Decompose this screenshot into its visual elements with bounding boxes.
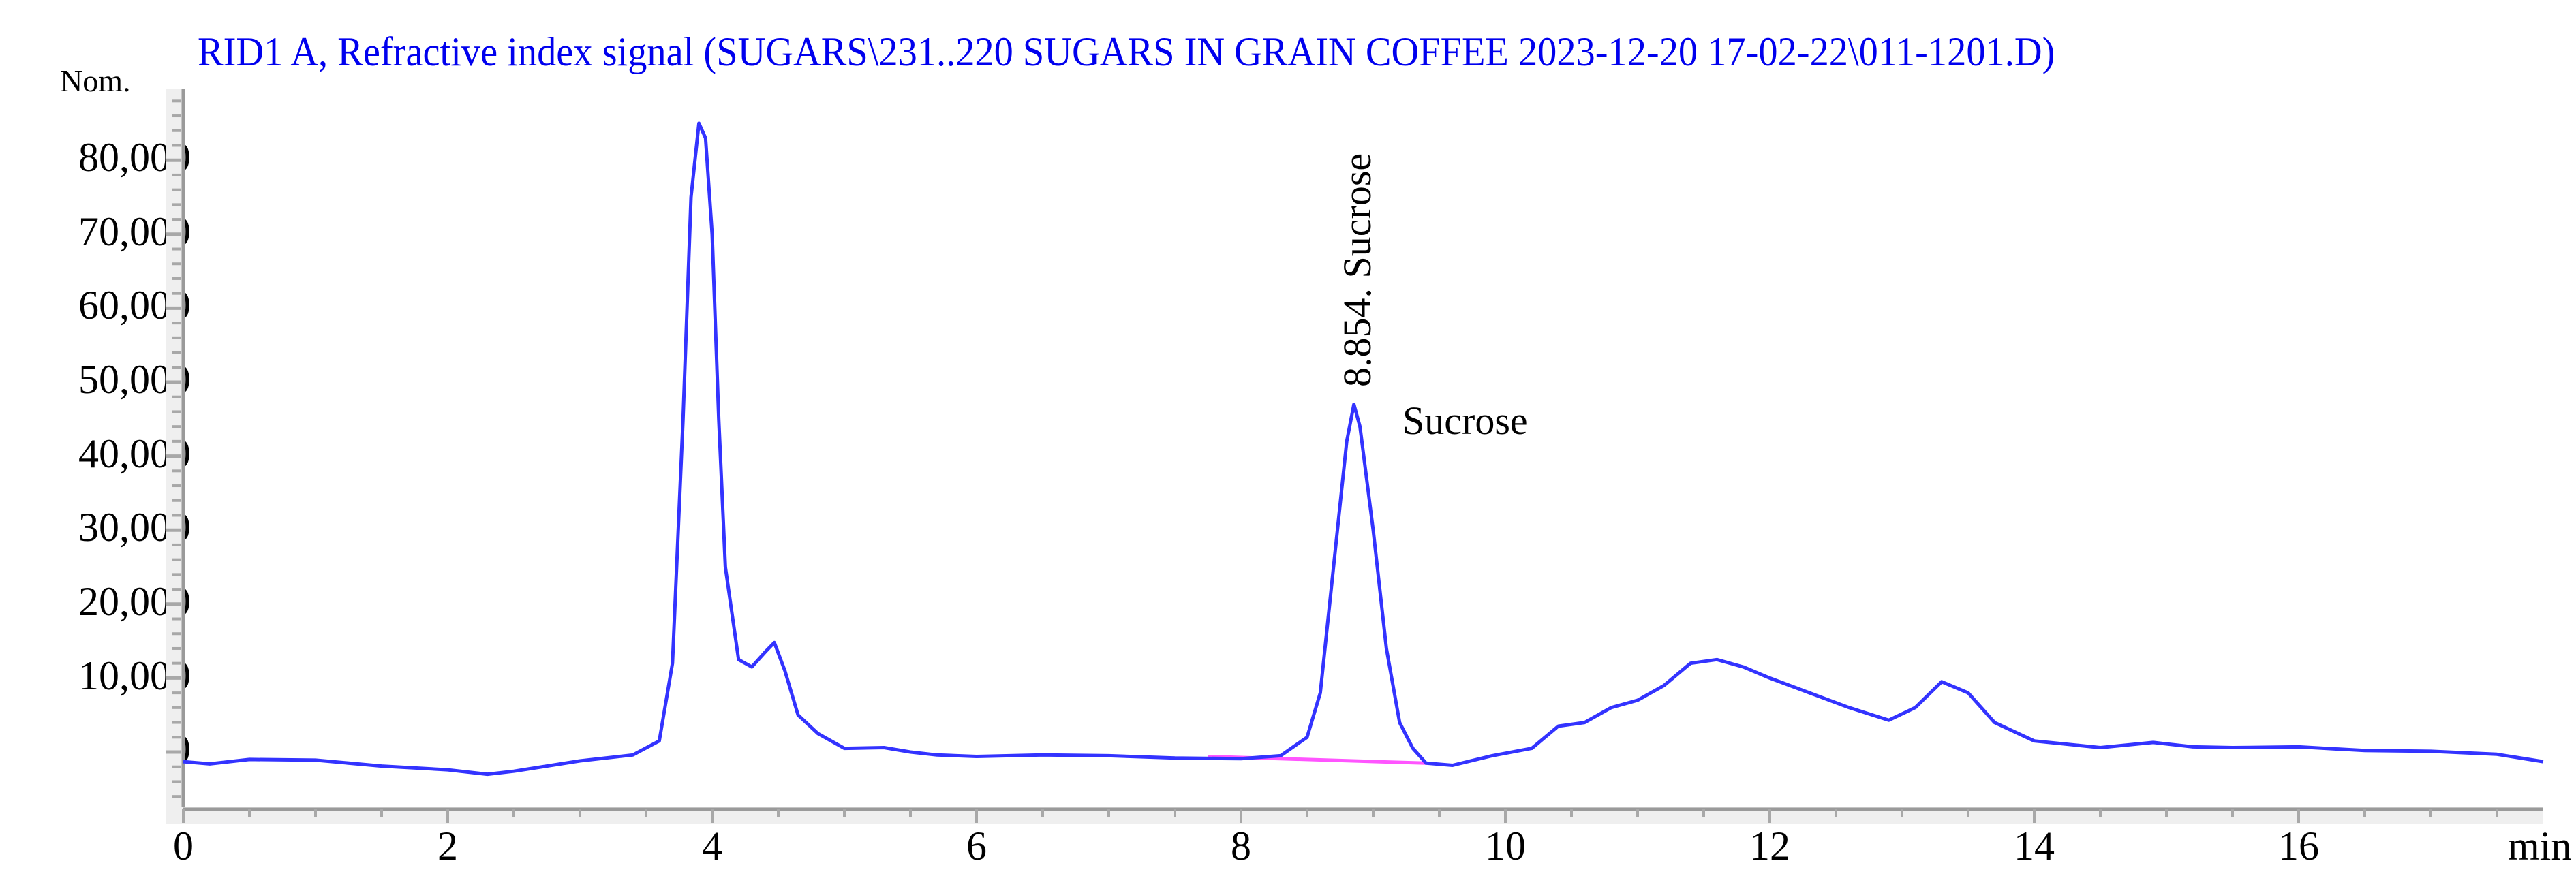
x-tick-label: 10 bbox=[1485, 824, 1526, 869]
compound-label: Sucrose bbox=[1402, 398, 1528, 443]
x-tick-label: 14 bbox=[2014, 824, 2055, 869]
x-tick-label: 12 bbox=[1749, 824, 1790, 869]
axes bbox=[166, 89, 2543, 824]
x-tick-label: 4 bbox=[702, 824, 722, 869]
chart-title: RID1 A, Refractive index signal (SUGARS\… bbox=[198, 29, 2055, 74]
x-tick-label: 16 bbox=[2278, 824, 2319, 869]
x-tick-label: 0 bbox=[173, 824, 194, 869]
y-axis-unit: Nom. bbox=[60, 63, 131, 98]
x-tick-label: 6 bbox=[966, 824, 987, 869]
signal-trace bbox=[183, 121, 2544, 777]
peak-retention-annotation: 8.854. Sucrose bbox=[1335, 153, 1379, 387]
x-axis-unit: min bbox=[2508, 824, 2572, 869]
x-tick-label: 8 bbox=[1231, 824, 1251, 869]
x-tick-label: 2 bbox=[438, 824, 458, 869]
